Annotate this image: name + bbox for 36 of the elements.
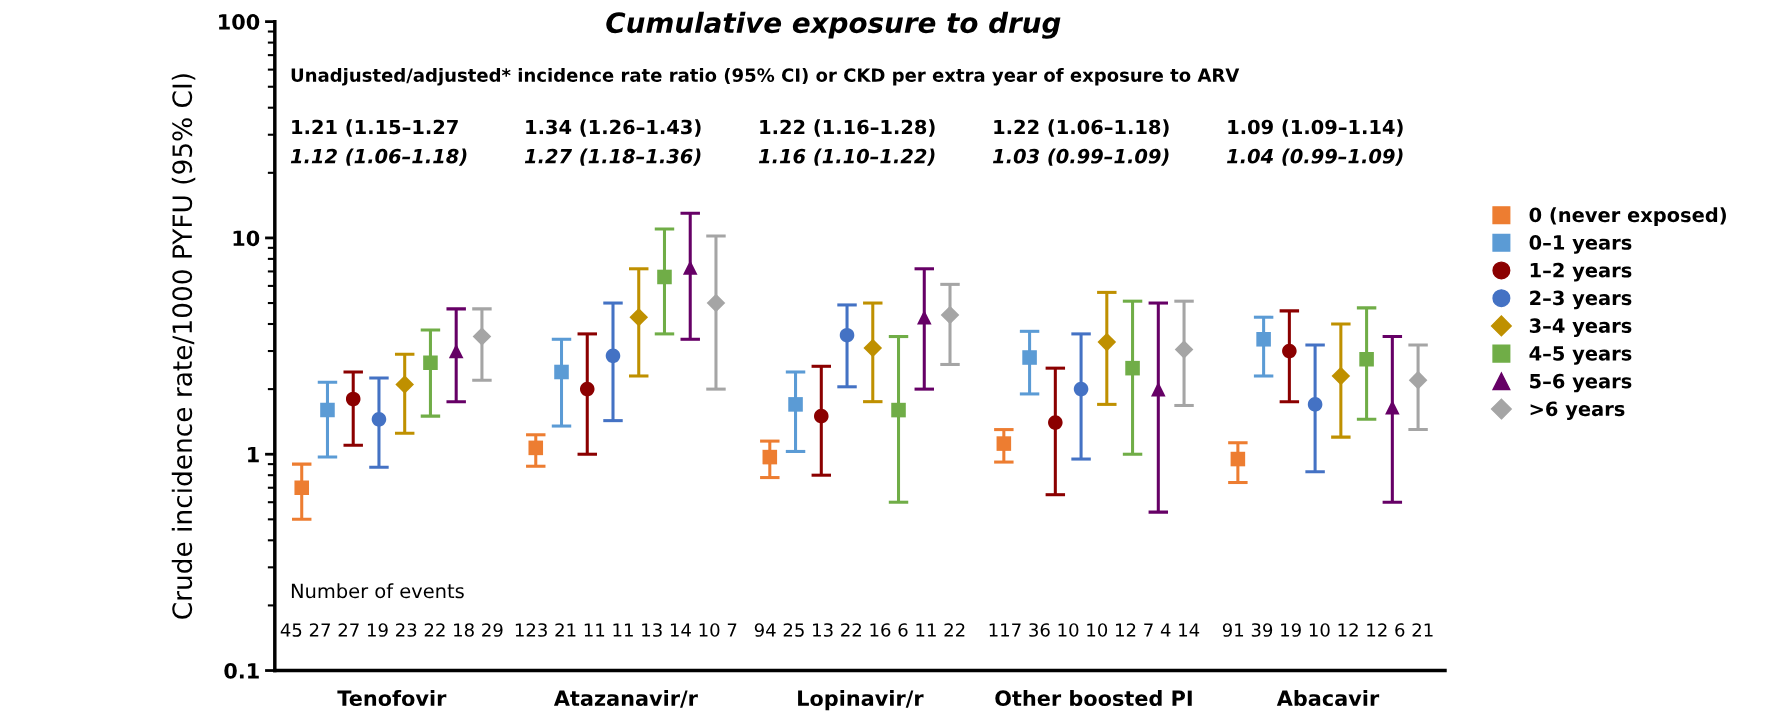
annotation: Unadjusted/adjusted* incidence rate ratio (95% CI) or CKD per extra year of exposure to ARV <box>291 67 1240 86</box>
annotation: 117 36 10 10 12 7 4 14 <box>989 623 1200 637</box>
annotation: 1.34 (1.26–1.43) <box>526 119 701 137</box>
annotation: 1.22 (1.06–1.18) <box>994 119 1169 137</box>
annotation: 1.21 (1.15–1.27 <box>292 119 458 137</box>
annotation: 1.09 (1.09–1.14) <box>1228 119 1403 137</box>
annotation: 94 25 13 22 16 6 11 22 <box>754 623 965 637</box>
y-tick-label: 0.1 <box>224 662 259 679</box>
y-tick-label: 1 <box>248 446 259 463</box>
x-tick-label: Lopinavir/r <box>798 689 924 711</box>
legend-label: >6 years <box>1530 401 1625 421</box>
x-tick-label: Tenofovir <box>337 689 447 707</box>
legend-label: 3–4 years <box>1529 318 1632 337</box>
legend-label: 5–6 years <box>1530 373 1632 393</box>
annotation: 1.16 (1.10–1.22) <box>758 148 935 166</box>
chart-title: Cumulative exposure to drug <box>606 11 1061 39</box>
annotation: 1.27 (1.18–1.36) <box>524 148 701 166</box>
annotation: 123 21 11 11 13 14 10 7 <box>515 623 737 637</box>
y-tick-label: 100 <box>219 14 260 30</box>
x-tick-label: Other boosted PI <box>995 689 1192 707</box>
legend-label: 1–2 years <box>1530 262 1632 282</box>
legend-label: 0–1 years <box>1529 235 1632 254</box>
x-tick-label: Atazanavir/r <box>553 689 698 708</box>
legend-label: 2–3 years <box>1530 290 1632 310</box>
annotation: 1.04 (0.99–1.09) <box>1227 148 1403 166</box>
annotation: 1.12 (1.06–1.18) <box>290 148 467 166</box>
annotation: 91 39 19 10 12 12 6 21 <box>1222 623 1433 637</box>
legend-label: 4–5 years <box>1529 346 1632 365</box>
y-axis-title: Crude incidence rate/1000 PYFU (95% CI) <box>171 74 196 619</box>
x-tick-label: Abacavir <box>1276 689 1380 707</box>
annotation: Number of events <box>291 583 464 599</box>
legend-label: 0 (never exposed) <box>1529 207 1726 227</box>
annotation: 45 27 27 19 23 22 18 29 <box>280 623 503 637</box>
y-tick-label: 10 <box>233 230 260 247</box>
annotation: 1.03 (0.99–1.09) <box>992 148 1169 166</box>
annotation: 1.22 (1.16–1.28) <box>760 119 935 137</box>
